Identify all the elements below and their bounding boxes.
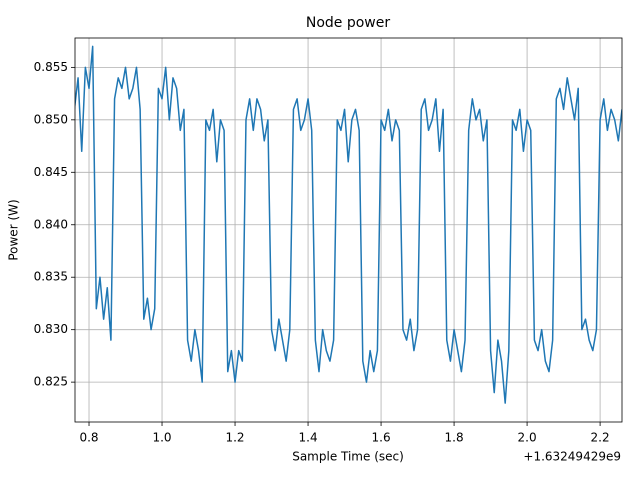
y-axis-label: Power (W) xyxy=(7,199,21,260)
x-offset-label: +1.63249429e9 xyxy=(523,450,621,464)
x-tick-label: 2.2 xyxy=(591,431,610,445)
plot-frame xyxy=(74,37,623,423)
x-tick-label: 1.2 xyxy=(225,431,244,445)
x-axis-label: Sample Time (sec) xyxy=(292,450,404,464)
x-tick-label: 1.0 xyxy=(152,431,171,445)
y-tick-label: 0.830 xyxy=(34,322,68,336)
chart-title: Node power xyxy=(306,15,391,31)
x-tick-label: 1.8 xyxy=(445,431,464,445)
x-tick-label: 1.4 xyxy=(299,431,318,445)
x-tick-label: 1.6 xyxy=(372,431,391,445)
y-tick-label: 0.855 xyxy=(34,60,68,74)
y-tick-label: 0.825 xyxy=(34,375,68,389)
y-tick-label: 0.845 xyxy=(34,165,68,179)
y-tick-label: 0.850 xyxy=(34,112,68,126)
data-line xyxy=(75,45,622,404)
x-tick-label: 2.0 xyxy=(518,431,537,445)
y-tick-label: 0.840 xyxy=(34,217,68,231)
x-tick-label: 0.8 xyxy=(79,431,98,445)
y-tick-label: 0.835 xyxy=(34,270,68,284)
